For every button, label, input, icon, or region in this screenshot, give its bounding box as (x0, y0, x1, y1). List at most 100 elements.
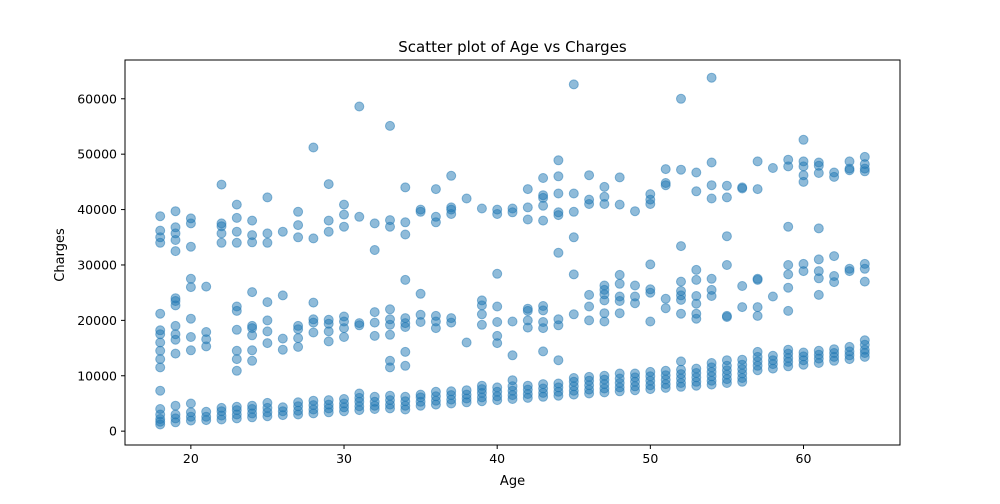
axes-layer: 20 30 40 50 60 0 10000 20000 30000 40000 50000 6000… (77, 59, 901, 466)
data-point (155, 385, 166, 396)
data-point (170, 206, 181, 217)
data-point (170, 222, 181, 233)
data-point (323, 336, 334, 347)
data-point (522, 303, 533, 314)
data-point (400, 274, 411, 285)
data-point (706, 157, 717, 168)
data-point (614, 172, 625, 183)
data-point (430, 386, 441, 397)
data-point (492, 382, 503, 393)
chart-title: Scatter plot of Age vs Charges (398, 38, 627, 56)
data-point (415, 288, 426, 299)
data-point (844, 341, 855, 352)
data-point (645, 366, 656, 377)
data-point (185, 332, 196, 342)
data-point (170, 348, 181, 359)
y-tick-label: 60000 (77, 91, 117, 106)
data-point (216, 237, 227, 248)
data-point (231, 345, 242, 356)
data-point (599, 370, 610, 381)
data-point (599, 181, 610, 192)
data-point (155, 325, 166, 336)
data-point (400, 229, 411, 240)
data-point (844, 156, 855, 167)
data-point (783, 269, 794, 280)
data-point (813, 345, 824, 356)
data-point (492, 268, 503, 279)
data-point (691, 291, 702, 301)
data-point (645, 316, 656, 327)
data-point (247, 355, 258, 366)
data-point (155, 211, 166, 222)
data-point (369, 317, 380, 328)
data-point (538, 173, 549, 183)
data-point (676, 286, 686, 296)
data-point (783, 344, 794, 355)
data-point (231, 365, 242, 376)
data-point (721, 231, 732, 242)
data-point (691, 186, 702, 197)
data-point (262, 326, 273, 337)
data-point (584, 315, 595, 326)
y-tick-label: 20000 (77, 313, 117, 328)
data-point (676, 93, 686, 104)
data-point (752, 310, 763, 321)
data-point (721, 192, 732, 203)
data-point (737, 281, 748, 291)
data-point (385, 390, 395, 401)
data-point (691, 308, 702, 319)
data-point (614, 278, 625, 289)
data-point (813, 157, 824, 168)
data-point (599, 280, 610, 291)
data-point (369, 218, 380, 229)
data-point (155, 345, 166, 356)
y-tick-label: 40000 (77, 202, 117, 217)
data-point (691, 363, 702, 374)
data-point (339, 209, 349, 220)
data-point (231, 237, 242, 248)
data-point (155, 308, 166, 319)
data-point (676, 364, 686, 375)
data-point (231, 324, 242, 335)
data-point (584, 194, 595, 205)
data-point (293, 333, 304, 344)
data-point (507, 375, 518, 386)
data-point (369, 330, 380, 341)
plot-frame (124, 59, 901, 446)
data-point (737, 182, 748, 193)
data-point (476, 380, 487, 391)
data-point (354, 388, 365, 399)
data-point (476, 319, 487, 330)
y-tick-label: 50000 (77, 147, 117, 162)
data-point (492, 330, 503, 341)
data-point (308, 142, 319, 153)
data-point (614, 368, 625, 379)
data-point (584, 371, 595, 382)
data-point (385, 329, 395, 340)
data-point (185, 313, 196, 324)
data-point (599, 316, 610, 327)
data-point (170, 246, 181, 257)
data-point (385, 215, 395, 226)
data-point (538, 317, 549, 327)
data-point (737, 354, 748, 365)
data-point (783, 260, 794, 270)
data-point (476, 203, 487, 214)
data-point (277, 290, 288, 301)
data-point (247, 320, 258, 331)
data-point (216, 179, 227, 190)
data-point (170, 400, 181, 411)
data-point (829, 344, 840, 355)
data-point (308, 314, 319, 325)
data-point (385, 304, 395, 315)
data-point (645, 284, 656, 295)
data-point (783, 154, 794, 165)
data-point (813, 289, 824, 300)
data-point (369, 391, 380, 402)
data-point (339, 332, 349, 342)
data-point (155, 404, 166, 414)
data-point (599, 191, 610, 202)
data-point (492, 204, 503, 215)
